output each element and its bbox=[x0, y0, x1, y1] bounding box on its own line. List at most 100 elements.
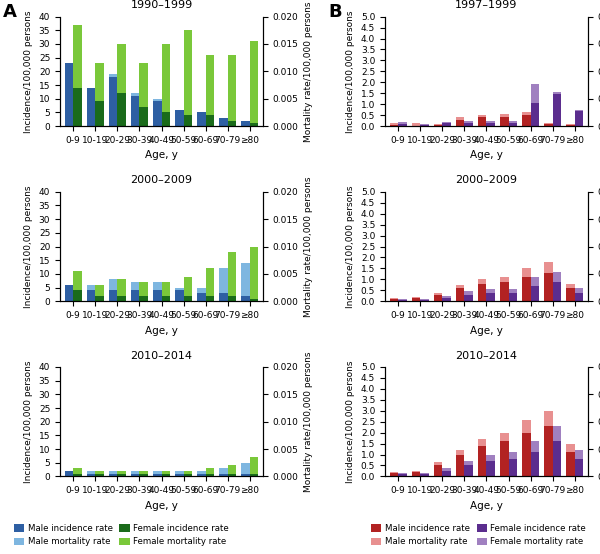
Bar bbox=[500, 277, 509, 281]
Bar bbox=[530, 442, 539, 453]
Bar bbox=[153, 474, 161, 476]
Bar bbox=[509, 453, 517, 459]
Bar bbox=[553, 281, 561, 301]
Y-axis label: Incidence/100,000 persons: Incidence/100,000 persons bbox=[346, 185, 355, 308]
Bar bbox=[442, 298, 451, 301]
Bar bbox=[478, 117, 487, 126]
Bar bbox=[250, 247, 258, 299]
Bar bbox=[442, 471, 451, 476]
Bar bbox=[434, 462, 442, 465]
Bar bbox=[153, 99, 161, 101]
Bar bbox=[118, 296, 126, 301]
Bar bbox=[464, 461, 473, 465]
Bar bbox=[553, 442, 561, 476]
Bar bbox=[500, 114, 509, 117]
Bar bbox=[434, 124, 442, 125]
Bar bbox=[530, 277, 539, 286]
Bar bbox=[161, 296, 170, 301]
Bar bbox=[575, 288, 583, 293]
Bar bbox=[575, 111, 583, 126]
Bar bbox=[456, 454, 464, 476]
Bar bbox=[575, 110, 583, 111]
X-axis label: Age, y: Age, y bbox=[145, 150, 178, 160]
Bar bbox=[487, 121, 495, 123]
Bar bbox=[464, 121, 473, 123]
Bar bbox=[197, 293, 206, 301]
Bar bbox=[509, 289, 517, 293]
Bar bbox=[153, 101, 161, 126]
Bar bbox=[184, 471, 192, 474]
Bar bbox=[241, 296, 250, 301]
Bar bbox=[412, 123, 420, 126]
Bar bbox=[566, 288, 575, 301]
Bar bbox=[420, 124, 428, 125]
X-axis label: Age, y: Age, y bbox=[470, 150, 503, 160]
Bar bbox=[241, 121, 250, 126]
Bar bbox=[464, 123, 473, 126]
Bar bbox=[184, 474, 192, 476]
Bar bbox=[109, 471, 118, 474]
Bar bbox=[553, 92, 561, 94]
Bar bbox=[566, 444, 575, 453]
Bar bbox=[478, 446, 487, 476]
Bar bbox=[95, 101, 104, 126]
Title: 2010–2014: 2010–2014 bbox=[131, 351, 193, 361]
Bar bbox=[412, 297, 420, 298]
Bar bbox=[206, 474, 214, 476]
Bar bbox=[139, 296, 148, 301]
Bar bbox=[206, 468, 214, 474]
Bar bbox=[250, 124, 258, 126]
Y-axis label: Mortality rate/100,000 persons: Mortality rate/100,000 persons bbox=[304, 351, 313, 492]
Bar bbox=[87, 290, 95, 301]
Bar bbox=[487, 289, 495, 293]
Bar bbox=[73, 271, 82, 290]
Bar bbox=[434, 293, 442, 295]
Bar bbox=[575, 459, 583, 476]
Bar bbox=[530, 85, 539, 103]
Bar bbox=[575, 450, 583, 459]
Bar bbox=[390, 299, 398, 301]
Bar bbox=[161, 474, 170, 476]
Bar bbox=[544, 273, 553, 301]
Bar bbox=[522, 115, 530, 126]
Bar bbox=[175, 290, 184, 301]
Bar bbox=[500, 281, 509, 301]
Y-axis label: Incidence/100,000 persons: Incidence/100,000 persons bbox=[24, 185, 33, 308]
Bar bbox=[412, 471, 420, 472]
Bar bbox=[153, 471, 161, 474]
Bar bbox=[522, 277, 530, 301]
Bar bbox=[184, 296, 192, 301]
Bar bbox=[184, 30, 192, 115]
Bar bbox=[95, 63, 104, 101]
Bar bbox=[184, 276, 192, 296]
Bar bbox=[139, 282, 148, 296]
Text: A: A bbox=[3, 3, 17, 22]
Bar bbox=[500, 442, 509, 476]
Bar bbox=[522, 269, 530, 277]
Bar bbox=[420, 125, 428, 126]
Bar bbox=[118, 471, 126, 474]
Bar bbox=[566, 125, 575, 126]
Bar bbox=[73, 25, 82, 88]
Bar bbox=[139, 107, 148, 126]
Bar bbox=[228, 474, 236, 476]
Title: 2000–2009: 2000–2009 bbox=[455, 176, 517, 186]
Legend: Male incidence rate, Male mortality rate, Female incidence rate, Female mortalit: Male incidence rate, Male mortality rate… bbox=[368, 521, 590, 550]
Bar bbox=[175, 474, 184, 476]
Bar bbox=[228, 55, 236, 121]
Text: B: B bbox=[328, 3, 341, 22]
Bar bbox=[464, 295, 473, 301]
Bar bbox=[522, 433, 530, 476]
Bar bbox=[487, 123, 495, 126]
Bar bbox=[206, 55, 214, 115]
X-axis label: Age, y: Age, y bbox=[470, 501, 503, 511]
Bar bbox=[250, 299, 258, 301]
Bar bbox=[228, 296, 236, 301]
Bar bbox=[456, 450, 464, 454]
Bar bbox=[95, 285, 104, 296]
Bar bbox=[398, 122, 407, 124]
X-axis label: Age, y: Age, y bbox=[145, 501, 178, 511]
Bar bbox=[390, 472, 398, 473]
Y-axis label: Incidence/100,000 persons: Incidence/100,000 persons bbox=[346, 10, 355, 132]
Y-axis label: Incidence/100,000 persons: Incidence/100,000 persons bbox=[24, 361, 33, 483]
